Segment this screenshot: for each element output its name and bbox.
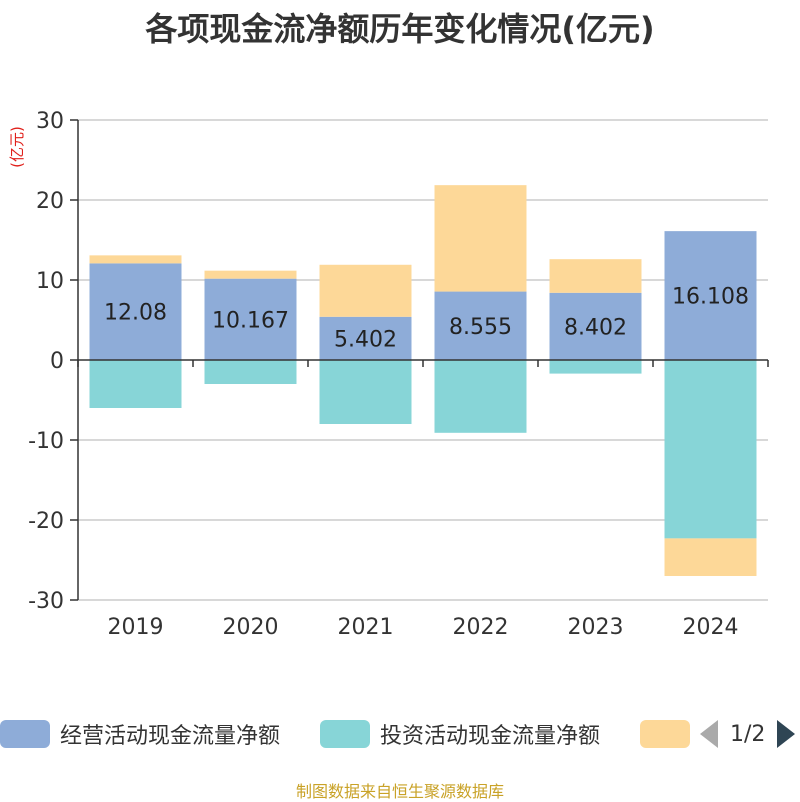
x-tick-label: 2020 bbox=[223, 615, 279, 640]
y-tick-label: 10 bbox=[36, 269, 64, 294]
legend-item-investing[interactable]: 投资活动现金流量净额 bbox=[320, 716, 600, 752]
y-tick-label: 0 bbox=[50, 349, 64, 374]
y-tick-label: -30 bbox=[28, 589, 64, 614]
x-tick-label: 2023 bbox=[568, 615, 624, 640]
legend-swatch-operating bbox=[0, 720, 50, 748]
data-label: 10.167 bbox=[212, 308, 289, 333]
axes: -30 -20 -10 0 10 20 30 2019 2020 2021 2022 2023 2024 bbox=[28, 109, 769, 640]
y-tick-label: -10 bbox=[28, 429, 64, 454]
bar-1-2022[interactable] bbox=[434, 291, 527, 360]
bar-3-2023[interactable] bbox=[549, 259, 642, 293]
data-label: 8.402 bbox=[564, 315, 627, 340]
bar-2-2020[interactable] bbox=[204, 360, 297, 384]
legend-pager: 1/2 bbox=[700, 716, 796, 752]
y-tick-label: 20 bbox=[36, 189, 64, 214]
grid-lines bbox=[78, 119, 768, 601]
data-label: 16.108 bbox=[672, 285, 749, 310]
labels: 12.08 10.167 5.402 8.555 8.402 16.108 bbox=[104, 285, 749, 353]
y-axis-label: (亿元) bbox=[8, 126, 26, 168]
legend-label-investing: 投资活动现金流量净额 bbox=[380, 724, 601, 749]
data-label: 8.555 bbox=[449, 315, 512, 340]
legend-swatch-third bbox=[640, 720, 690, 748]
y-tick-label: 30 bbox=[36, 109, 64, 134]
bar-2-2021[interactable] bbox=[319, 360, 412, 424]
x-tick-label: 2022 bbox=[453, 615, 509, 640]
bar-1-2024[interactable] bbox=[664, 231, 757, 360]
page-indicator: 1/2 bbox=[730, 721, 766, 747]
bar-2-2019[interactable] bbox=[89, 360, 182, 408]
bar-3-2020[interactable] bbox=[204, 270, 297, 279]
legend-label-operating: 经营活动现金流量净额 bbox=[60, 724, 281, 749]
bar-2-2023[interactable] bbox=[549, 360, 642, 374]
data-source: 制图数据来自恒生聚源数据库 bbox=[295, 782, 504, 801]
bar-3-2019[interactable] bbox=[89, 255, 182, 264]
next-page-icon[interactable] bbox=[777, 720, 796, 748]
prev-page-icon[interactable] bbox=[700, 720, 718, 748]
legend-item-third[interactable] bbox=[640, 716, 700, 752]
bar-3-2021[interactable] bbox=[319, 264, 412, 317]
chart-title: 各项现金流净额历年变化情况(亿元) bbox=[145, 10, 655, 48]
legend-swatch-investing bbox=[320, 720, 370, 748]
x-tick-label: 2021 bbox=[338, 615, 394, 640]
bar-3-2022[interactable] bbox=[434, 185, 527, 292]
y-tick-label: -20 bbox=[28, 509, 64, 534]
legend-item-operating[interactable]: 经营活动现金流量净额 bbox=[0, 716, 280, 752]
x-tick-label: 2024 bbox=[683, 615, 739, 640]
bar-1-2023[interactable] bbox=[549, 292, 642, 360]
bar-2-2024[interactable] bbox=[664, 360, 757, 539]
bar-2-2022[interactable] bbox=[434, 360, 527, 433]
bar-1-2019[interactable] bbox=[89, 263, 182, 360]
x-tick-label: 2019 bbox=[108, 615, 164, 640]
bar-1-2021[interactable] bbox=[319, 316, 412, 360]
bars bbox=[89, 185, 757, 576]
bar-1-2020[interactable] bbox=[204, 278, 297, 360]
bar-3-2024[interactable] bbox=[664, 538, 757, 576]
data-label: 12.08 bbox=[104, 301, 167, 326]
data-label: 5.402 bbox=[334, 327, 397, 352]
